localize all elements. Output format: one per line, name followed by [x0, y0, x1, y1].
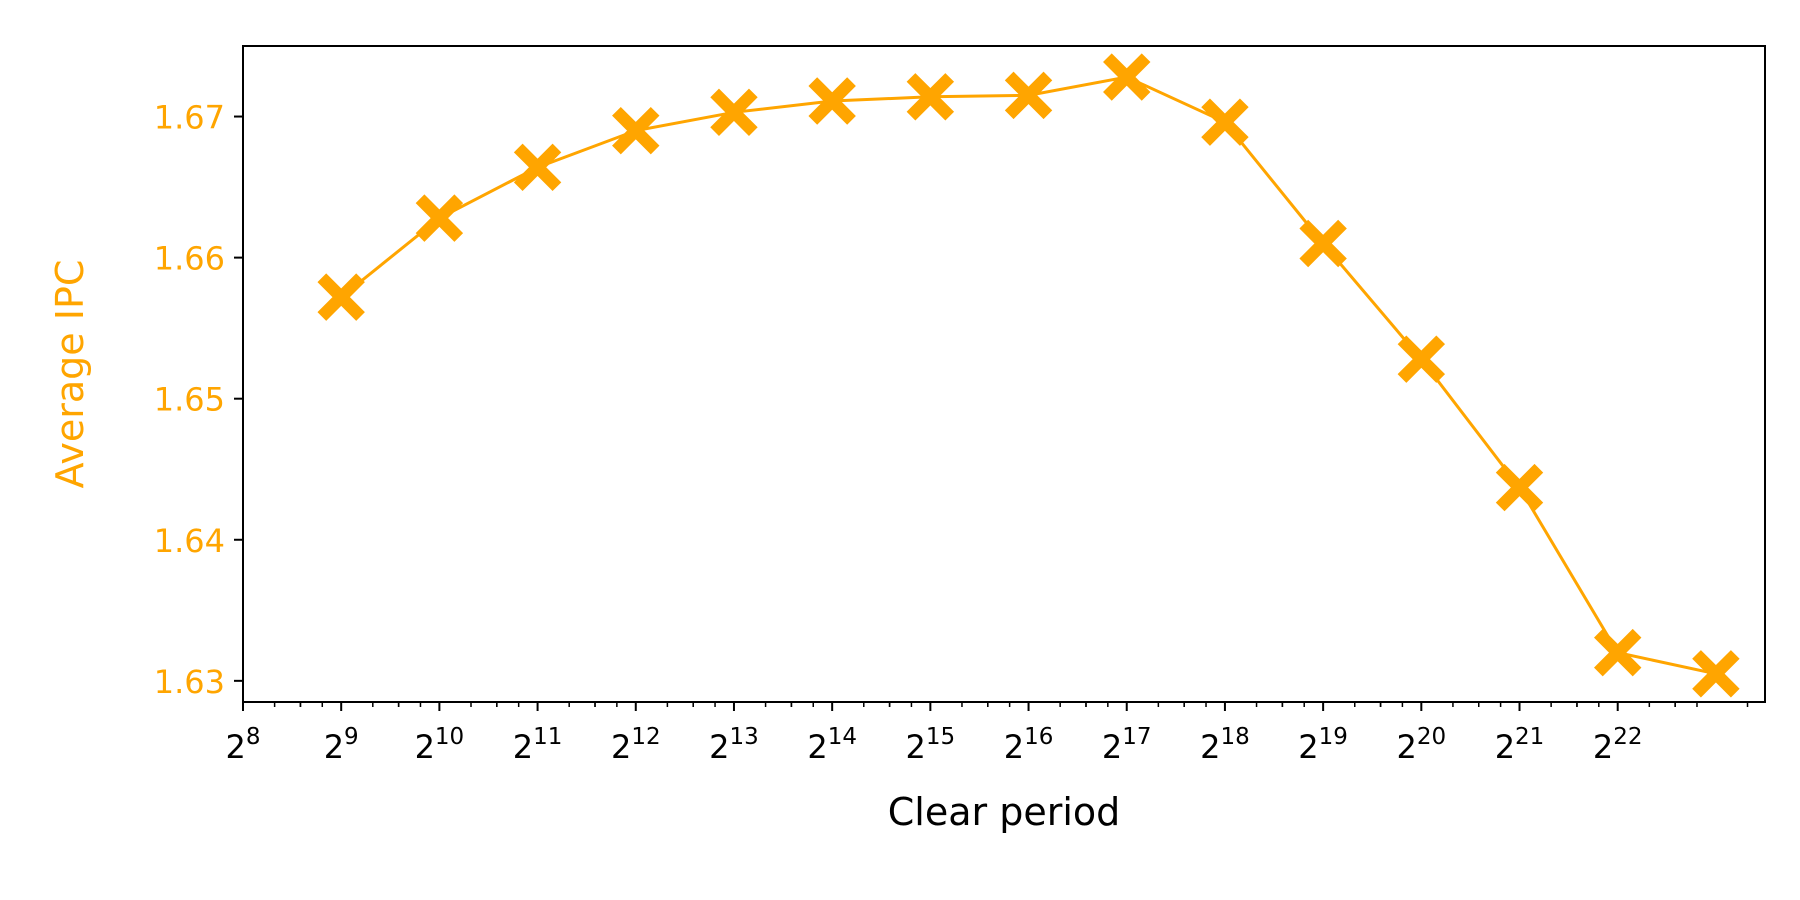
x-tick-base: 2: [1102, 728, 1122, 766]
x-tick-base: 2: [415, 728, 435, 766]
x-marker: [415, 194, 464, 242]
data-point: [1103, 53, 1151, 101]
data-point: [906, 73, 955, 121]
x-tick-base: 2: [513, 728, 533, 766]
x-tick-label: 211: [513, 724, 563, 766]
x-tick-label: 218: [1200, 724, 1250, 766]
data-point: [612, 106, 660, 155]
y-tick-label: 1.64: [154, 522, 225, 560]
x-tick-base: 2: [1495, 728, 1515, 766]
x-tick-label: 219: [1298, 724, 1348, 766]
x-marker: [1004, 71, 1053, 120]
y-tick-label: 1.63: [154, 663, 225, 701]
data-point: [1594, 628, 1642, 677]
x-marker: [513, 143, 562, 192]
x-tick-label: 217: [1102, 724, 1152, 766]
x-marker: [710, 88, 758, 137]
x-tick-base: 2: [1397, 728, 1417, 766]
x-marker: [612, 106, 660, 155]
x-tick-exponent: 22: [1613, 724, 1642, 750]
x-marker: [1594, 628, 1642, 677]
x-tick-exponent: 19: [1319, 724, 1348, 750]
x-tick-exponent: 15: [926, 724, 955, 750]
x-marker: [1103, 53, 1151, 101]
x-tick-label: 221: [1495, 724, 1545, 766]
x-tick-label: 215: [906, 724, 956, 766]
y-tick-label: 1.67: [154, 99, 225, 137]
x-tick-label: 216: [1004, 724, 1054, 766]
x-tick-base: 2: [906, 728, 926, 766]
data-point: [1299, 219, 1347, 268]
x-axis-label: Clear period: [888, 790, 1121, 834]
x-tick-exponent: 10: [435, 724, 464, 750]
y-axis: 1.63 1.64 1.65 1.66 1.67: [154, 99, 243, 701]
data-point: [1397, 335, 1446, 383]
x-tick-base: 2: [324, 728, 344, 766]
series-line: [340, 75, 1717, 676]
x-marker: [808, 77, 856, 125]
y-tick-label: 1.66: [154, 240, 225, 278]
x-marker: [1201, 98, 1249, 146]
x-marker: [317, 273, 365, 321]
x-tick-exponent: 14: [828, 724, 857, 750]
x-tick-label: 220: [1397, 724, 1447, 766]
x-tick-base: 2: [709, 728, 729, 766]
x-tick-base: 2: [1200, 728, 1220, 766]
y-axis-label: Average IPC: [48, 260, 92, 489]
data-point: [808, 77, 856, 125]
x-tick-exponent: 11: [533, 724, 562, 750]
x-tick-label: 222: [1593, 724, 1643, 766]
x-tick-label: 214: [807, 724, 857, 766]
data-point: [1201, 98, 1249, 146]
x-tick-base: 2: [1298, 728, 1318, 766]
x-tick-exponent: 21: [1515, 724, 1544, 750]
data-point: [1692, 650, 1740, 698]
x-marker: [1495, 463, 1544, 512]
plot-layer: [317, 53, 1740, 698]
x-tick-base: 2: [1593, 728, 1613, 766]
data-point: [710, 88, 758, 137]
x-tick-exponent: 13: [730, 724, 759, 750]
data-point: [513, 143, 562, 192]
x-tick-base: 2: [1004, 728, 1024, 766]
x-tick-base: 2: [611, 728, 631, 766]
data-point: [317, 273, 365, 321]
x-tick-base: 2: [226, 728, 246, 766]
x-tick-exponent: 16: [1024, 724, 1053, 750]
x-marker: [1299, 219, 1347, 268]
x-axis: 28 29 210 211 212 213 214 215 216 217 218 219 220 221…: [226, 702, 1749, 766]
x-tick-exponent: 12: [631, 724, 660, 750]
data-point: [1495, 463, 1544, 512]
data-point: [1004, 71, 1053, 120]
x-tick-base: 2: [807, 728, 827, 766]
x-marker: [1692, 650, 1740, 698]
x-tick-exponent: 18: [1220, 724, 1249, 750]
x-marker: [906, 73, 955, 121]
x-tick-exponent: 17: [1122, 724, 1151, 750]
x-tick-exponent: 9: [344, 724, 359, 750]
plot-frame: [242, 45, 1766, 703]
x-tick-label: 28: [226, 724, 261, 766]
x-tick-label: 212: [611, 724, 661, 766]
x-tick-exponent: 8: [246, 724, 261, 750]
x-tick-label: 213: [709, 724, 759, 766]
x-tick-exponent: 20: [1417, 724, 1446, 750]
x-tick-label: 29: [324, 724, 359, 766]
y-tick-label: 1.65: [154, 381, 225, 419]
x-tick-label: 210: [415, 724, 465, 766]
x-marker: [1397, 335, 1446, 383]
data-point: [415, 194, 464, 242]
